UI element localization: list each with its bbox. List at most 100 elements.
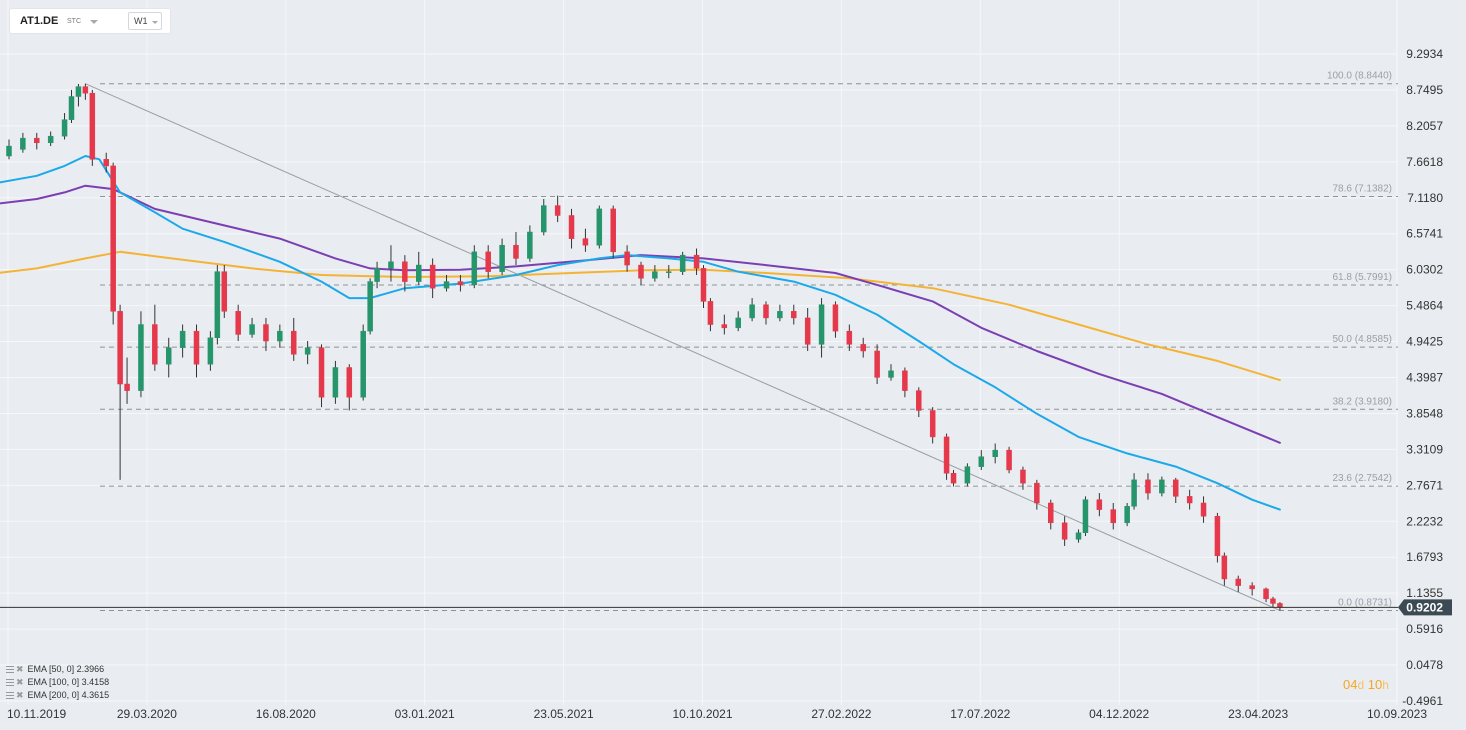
candle-body-down [82, 86, 89, 94]
countdown-days: 04 [1343, 677, 1358, 692]
candle-body-down [103, 159, 109, 167]
candle-body-down [1006, 449, 1012, 471]
candle-body-up [964, 466, 971, 484]
y-tick-label: 7.6618 [1406, 155, 1443, 169]
candle-body-down [700, 268, 707, 302]
candle-body-up [888, 370, 894, 378]
candle-body-down [429, 264, 436, 289]
candle-countdown: 04d 10h [1343, 677, 1389, 692]
countdown-day-unit: d [1357, 678, 1365, 692]
x-tick-label: 23.04.2023 [1228, 707, 1288, 721]
candle-body-up [596, 208, 603, 246]
candle-body-down [582, 238, 589, 246]
candle-body-up [249, 324, 255, 335]
indicator-remove-icon[interactable]: ✖ [16, 664, 24, 674]
candle-body-down [1186, 496, 1193, 504]
y-tick-label: 3.8548 [1406, 406, 1443, 420]
fibonacci-level-label: 78.6 (7.1382) [1333, 183, 1393, 194]
candle-body-up [277, 330, 283, 342]
candle-body-up [666, 271, 672, 273]
symbol-label[interactable]: AT1.DE [20, 15, 59, 27]
y-tick-label: 5.4864 [1406, 299, 1443, 313]
indicator-settings-icon[interactable] [6, 692, 14, 699]
candle-body-down [763, 304, 769, 319]
candle-body-up [1075, 532, 1082, 540]
indicator-ema50-label: EMA [50, 0] 2.3966 [27, 664, 105, 674]
candle-body-down [846, 330, 853, 345]
y-tick-label: 6.5741 [1406, 227, 1443, 241]
y-tick-label: 1.6793 [1406, 550, 1443, 564]
y-tick-label: 1.1355 [1406, 586, 1443, 600]
candle-body-down [221, 271, 228, 312]
symbol-toolbar: AT1.DE STC W1 [10, 9, 170, 33]
candle-body-down [832, 304, 839, 332]
candle-body-up [499, 244, 505, 272]
candle-body-up [179, 330, 186, 348]
candle-body-up [304, 347, 311, 355]
candle-body-down [402, 261, 408, 282]
fibonacci-level-label: 0.0 (0.8731) [1338, 598, 1392, 609]
fibonacci-level-label: 50.0 (4.8585) [1333, 334, 1393, 345]
indicator-remove-icon[interactable]: ✖ [16, 677, 24, 687]
candle-body-down [1270, 598, 1276, 604]
candle-body-down [624, 251, 630, 266]
y-tick-label: 7.1180 [1407, 191, 1443, 205]
candle-body-up [68, 96, 75, 120]
indicator-settings-icon[interactable] [6, 666, 14, 673]
x-tick-label: 10.10.2021 [672, 707, 732, 721]
candle-body-up [541, 205, 547, 233]
candle-body-up [777, 311, 783, 319]
candle-body-up [992, 449, 998, 457]
ema50-line [0, 155, 1281, 511]
indicator-settings-icon[interactable] [6, 679, 14, 686]
fibonacci-level-label: 38.2 (3.9180) [1333, 396, 1393, 407]
symbol-dropdown-icon[interactable] [90, 20, 98, 24]
candle-body-down [568, 215, 575, 239]
fibonacci-level-label: 100.0 (8.8440) [1327, 71, 1392, 82]
candle-body-up [165, 347, 172, 365]
indicator-ema200-label: EMA [200, 0] 4.3615 [27, 690, 110, 700]
x-tick-label: 16.08.2020 [256, 707, 316, 721]
x-tick-label: 27.02.2022 [811, 707, 871, 721]
symbol-type-label: STC [67, 18, 81, 25]
candle-body-up [818, 304, 825, 345]
candle-body-down [290, 330, 297, 355]
indicator-remove-icon[interactable]: ✖ [16, 690, 24, 700]
indicator-ema50: ✖ EMA [50, 0] 2.3966 [6, 663, 109, 676]
candle-body-up [47, 135, 54, 144]
y-tick-label: 2.2232 [1406, 514, 1443, 528]
y-tick-label: 8.2057 [1406, 119, 1443, 133]
candle-body-up [367, 281, 373, 332]
fibonacci-trend-line [85, 83, 1281, 611]
candle-body-down [1145, 479, 1151, 494]
candle-body-up [207, 337, 214, 365]
y-tick-label: 4.9425 [1406, 335, 1443, 349]
candle-body-down [110, 165, 116, 312]
candle-body-down [950, 472, 957, 484]
candle-body-up [332, 367, 339, 398]
candle-body-down [1221, 555, 1228, 580]
interval-label: W1 [134, 16, 148, 26]
candle-body-down [874, 350, 880, 378]
candle-body-down [707, 301, 714, 325]
candle-body-down [902, 370, 908, 391]
x-tick-label: 03.01.2021 [395, 707, 455, 721]
indicator-ema200: ✖ EMA [200, 0] 4.3615 [6, 689, 109, 702]
candle-body-down [929, 410, 936, 438]
y-tick-label: 8.7495 [1406, 83, 1443, 97]
candle-body-down [1020, 469, 1026, 484]
candle-body-down [485, 251, 491, 272]
candle-body-down [638, 264, 644, 279]
interval-selector[interactable]: W1 [128, 12, 162, 30]
candle-body-up [75, 86, 82, 97]
x-tick-label: 10.09.2023 [1367, 707, 1427, 721]
candle-body-up [214, 271, 221, 339]
candle-body-down [89, 92, 96, 160]
fibonacci-level-label: 23.6 (2.7542) [1333, 473, 1393, 484]
interval-chevron-down-icon [152, 21, 158, 24]
candle-body-down [791, 311, 797, 319]
candle-body-up [415, 264, 422, 282]
